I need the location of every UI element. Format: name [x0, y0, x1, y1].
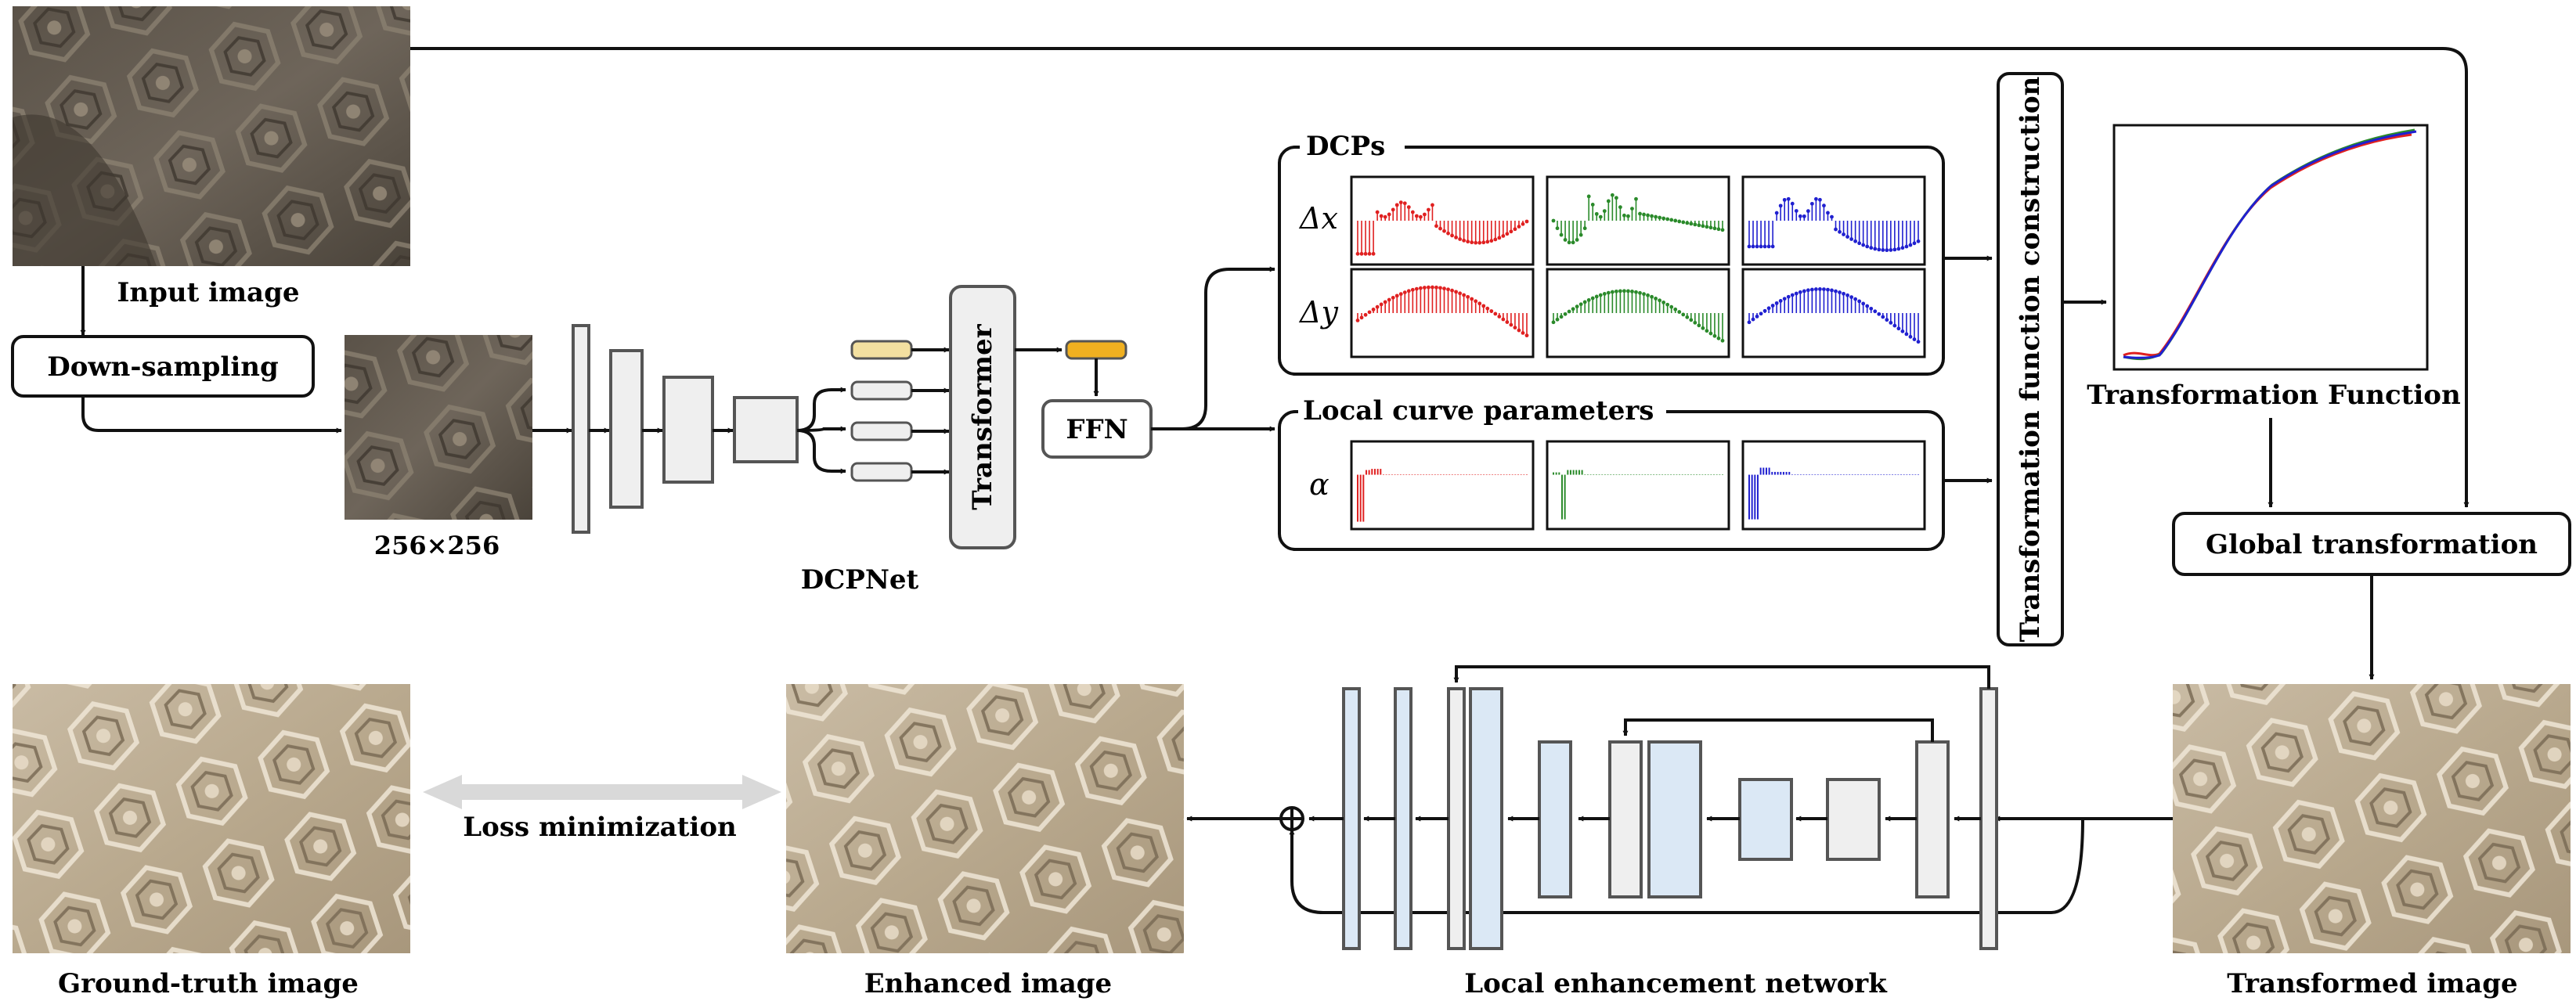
alpha-stems-red [1357, 469, 1528, 522]
dec-concat2-light [1469, 687, 1503, 950]
dcp-y-stems-green [1551, 289, 1725, 343]
alpha-stems-green [1553, 470, 1723, 520]
encoder-layer-4 [733, 396, 799, 463]
dcp-y-frame-red [1350, 268, 1535, 358]
transformer-label: Transformer [967, 323, 998, 510]
dec-concat-gray [1608, 740, 1643, 898]
loss-double-arrow [423, 775, 781, 809]
ground-truth-image-label: Ground-truth image [58, 968, 359, 999]
circled-plus-icon [1279, 806, 1304, 831]
dcp-x-stems-green [1551, 193, 1725, 245]
curve-blue [2123, 130, 2417, 359]
delta-y-label: Δy [1298, 295, 1338, 329]
image-size-label: 256×256 [374, 531, 500, 560]
transformation-function-label: Transformation Function [2087, 380, 2460, 411]
dcp-x-stems-blue [1747, 196, 1921, 253]
dcpnet-label: DCPNet [801, 564, 919, 596]
alpha-stems-blue [1748, 467, 1919, 520]
dcp-x-frame-red [1350, 175, 1535, 266]
enc-block-1 [1979, 687, 1998, 950]
token-4 [850, 462, 913, 482]
local-enhancement-network-label: Local enhancement network [1464, 968, 1888, 999]
dcps-title: DCPs [1306, 131, 1385, 162]
dec-concat2-gray [1447, 687, 1466, 950]
alpha-frame-red [1350, 440, 1535, 531]
encoder-layer-2 [609, 349, 644, 509]
dec-block-5 [1342, 687, 1361, 950]
ffn-label: FFN [1066, 414, 1127, 445]
local-curve-title: Local curve parameters [1303, 395, 1654, 427]
enhanced-image-label: Enhanced image [864, 968, 1112, 999]
alpha-frame-blue [1741, 440, 1926, 531]
down-sampling-label: Down-sampling [47, 351, 279, 383]
enc-block-3 [1826, 778, 1881, 861]
ffn-token [1065, 340, 1127, 360]
encoder-layer-1 [572, 324, 590, 534]
input-image-label: Input image [117, 277, 300, 308]
transformed-image [2173, 684, 2571, 953]
bottleneck-block [1738, 778, 1793, 861]
down-sampling-box [11, 335, 315, 398]
token-2 [850, 380, 913, 401]
global-transformation-label: Global transformation [2206, 529, 2538, 560]
encoder-layer-3 [662, 376, 714, 484]
skip-connection-inner [1622, 718, 1934, 742]
dec-block-2 [1538, 740, 1572, 898]
token-branch-arrows [796, 387, 846, 474]
dcp-y-stems-red [1355, 285, 1529, 338]
input-image [13, 6, 410, 266]
transformation-function-construction-label: Transformation function construction [2015, 77, 2046, 643]
arrow-downsampling-to-image [81, 396, 342, 434]
arrow-ffn-to-dcps [1151, 266, 1275, 430]
dec-concat-light [1647, 740, 1702, 898]
delta-x-label: Δx [1298, 201, 1338, 236]
alpha-plots [1350, 440, 1926, 531]
transformation-function-plot [2112, 124, 2429, 371]
dcp-y-frame-green [1546, 268, 1730, 358]
downsampled-image [345, 335, 532, 520]
dcp-y-stems-blue [1747, 287, 1921, 344]
residual-path [1289, 818, 2084, 914]
dcp-x-frame-green [1546, 175, 1730, 266]
transformed-image-label: Transformed image [2227, 968, 2517, 999]
enc-block-2 [1915, 740, 1950, 898]
loss-minimization-label: Loss minimization [463, 812, 736, 843]
dcp-x-frame-blue [1741, 175, 1926, 266]
transformation-function-construction-box [1997, 72, 2064, 646]
token-1 [850, 340, 913, 360]
skip-connection-outer [1453, 665, 1990, 689]
transformer-block [949, 285, 1016, 549]
arrow-input-to-global [410, 47, 2470, 508]
dcp-x-stems-red [1355, 200, 1529, 256]
dec-block-4 [1394, 687, 1412, 950]
alpha-frame-green [1546, 440, 1730, 531]
alpha-label: α [1309, 467, 1329, 502]
token-3 [850, 421, 913, 441]
ground-truth-image [13, 684, 410, 953]
dcp-plots [1350, 175, 1926, 358]
dcp-y-frame-blue [1741, 268, 1926, 358]
enhanced-image [786, 684, 1184, 953]
